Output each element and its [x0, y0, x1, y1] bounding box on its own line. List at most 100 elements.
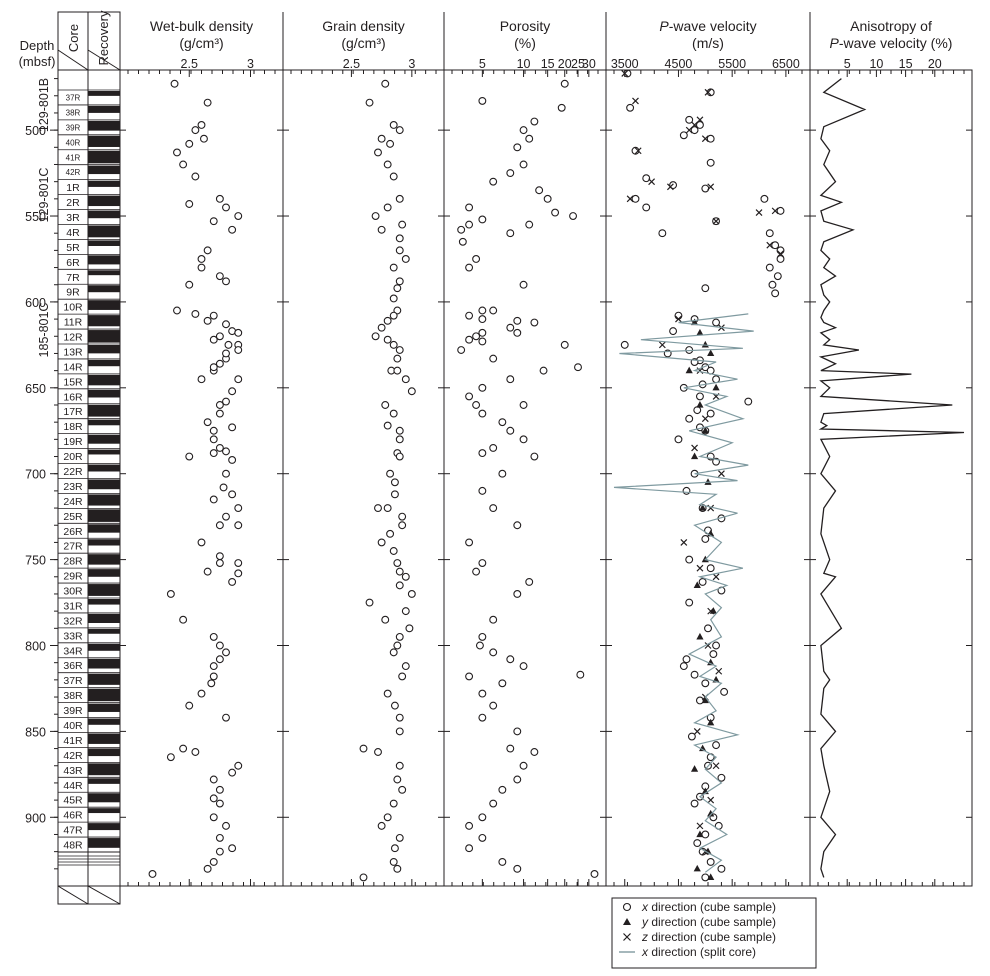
grain-density-units: (g/cm³)	[341, 35, 385, 51]
porosity-point-circle	[498, 857, 507, 866]
porosity-point-circle	[530, 117, 539, 126]
porosity-point-circle	[457, 346, 466, 354]
porosity-point-circle	[465, 263, 474, 272]
porosity-point-circle	[519, 662, 528, 671]
recovery-bar	[88, 120, 120, 131]
anisotropy-series-line	[818, 78, 965, 878]
porosity-point-circle	[475, 641, 484, 650]
p-wave-velocity-point-triangle	[690, 318, 699, 326]
depth-tick-label: 600	[25, 296, 46, 310]
recovery-bar	[88, 359, 120, 367]
grain-density-point-circle	[395, 452, 404, 461]
porosity-point-circle	[498, 679, 507, 688]
grain-density-point-circle	[389, 409, 398, 418]
depth-tick-label: 850	[25, 725, 46, 739]
p-wave-velocity-point-circle	[682, 655, 691, 664]
p-wave-velocity-point-circle	[620, 340, 629, 349]
porosity-point-circle	[489, 504, 498, 513]
grain-density-point-circle	[401, 572, 410, 581]
p-wave-velocity-point-circle	[704, 624, 712, 633]
grain-density-point-circle	[401, 607, 410, 616]
porosity-point-circle	[465, 203, 474, 212]
p-wave-velocity-point-circle	[682, 486, 691, 495]
p-wave-velocity-point-cross	[701, 135, 709, 143]
porosity-point-circle	[530, 318, 539, 327]
wet-bulk-density-point-circle	[222, 397, 230, 406]
porosity-point-circle	[498, 469, 507, 478]
wet-bulk-density-plot	[148, 79, 243, 878]
recovery-bar	[88, 838, 120, 848]
recovery-header: Recovery	[96, 10, 111, 65]
porosity-xtick-label: 15	[541, 57, 555, 71]
core-label: 40R	[63, 720, 83, 732]
grain-density-point-circle	[390, 490, 399, 499]
core-label: 39R	[63, 705, 83, 717]
grain-density-point-circle	[395, 833, 404, 842]
grain-density-point-circle	[365, 98, 374, 107]
porosity-point-circle	[472, 567, 481, 576]
p-wave-velocity-point-circle	[669, 327, 678, 336]
wet-bulk-density-point-circle	[179, 615, 188, 624]
wet-bulk-density-point-circle	[166, 590, 175, 598]
core-label: 42R	[63, 750, 83, 762]
porosity-title: Porosity	[500, 18, 551, 34]
wet-bulk-density-point-circle	[215, 847, 224, 856]
p-wave-velocity-point-circle	[679, 662, 688, 671]
legend-direction: x	[641, 945, 649, 959]
anisotropy-title: Anisotropy of	[850, 18, 932, 34]
wet-bulk-density-xtick-label: 3	[247, 57, 254, 71]
p-wave-velocity-point-triangle	[690, 765, 699, 772]
p-wave-velocity-point-circle	[706, 134, 715, 143]
p-wave-velocity-point-cross	[685, 126, 693, 134]
wet-bulk-density-point-circle	[179, 160, 188, 169]
wet-bulk-density-point-circle	[228, 768, 237, 777]
recovery-bar	[88, 509, 120, 522]
p-wave-velocity-point-triangle	[690, 452, 699, 460]
core-label: 32R	[63, 615, 83, 627]
porosity-point-circle	[519, 761, 528, 770]
recovery-bar	[88, 494, 120, 506]
grain-density-point-circle	[386, 469, 395, 478]
porosity-point-circle	[506, 655, 515, 664]
p-wave-velocity-point-circle	[685, 414, 694, 423]
p-wave-velocity-point-circle	[771, 241, 780, 250]
core-label: 39R	[66, 123, 81, 132]
grain-density-point-circle	[383, 504, 392, 513]
porosity-point-circle	[513, 316, 522, 325]
grain-density-point-circle	[381, 401, 390, 409]
grain-density-point-circle	[374, 504, 382, 513]
p-wave-velocity-xtick-label: 5500	[718, 57, 746, 71]
wet-bulk-density-point-circle	[234, 521, 243, 530]
recovery-bar	[88, 240, 120, 246]
recovery-bar	[88, 300, 120, 310]
porosity-point-circle	[478, 215, 487, 224]
p-wave-velocity-point-circle	[674, 311, 683, 320]
grain-density-point-circle	[389, 294, 398, 303]
porosity-xtick-label: 20	[558, 57, 572, 71]
porosity-point-circle	[465, 335, 474, 344]
porosity-point-circle	[478, 383, 487, 392]
grain-density-point-circle	[390, 701, 399, 710]
p-wave-velocity-point-cross	[712, 762, 720, 770]
grain-density-plot	[359, 79, 416, 882]
grain-density-point-circle	[386, 139, 395, 148]
core-label: 40R	[66, 138, 81, 147]
p-wave-velocity-point-cross	[715, 667, 723, 675]
recovery-bar	[88, 150, 120, 164]
grain-density-xtick-label: 2.5	[343, 57, 360, 71]
grain-density-point-circle	[393, 284, 402, 293]
p-wave-velocity-point-triangle	[707, 873, 715, 881]
recovery-bar	[88, 180, 120, 187]
p-wave-velocity-point-triangle	[701, 340, 709, 348]
p-wave-velocity-point-circle	[674, 435, 683, 444]
grain-density-point-circle	[389, 648, 398, 657]
porosity-point-circle	[513, 864, 522, 873]
p-wave-velocity-plot	[613, 69, 785, 882]
porosity-point-circle	[513, 328, 522, 337]
p-wave-velocity-point-circle	[690, 799, 699, 808]
p-wave-velocity-point-cross	[691, 444, 698, 452]
porosity-point-circle	[513, 775, 522, 784]
p-wave-velocity-point-circle	[709, 650, 718, 659]
recovery-bar	[88, 569, 120, 577]
porosity-point-circle	[551, 208, 560, 217]
